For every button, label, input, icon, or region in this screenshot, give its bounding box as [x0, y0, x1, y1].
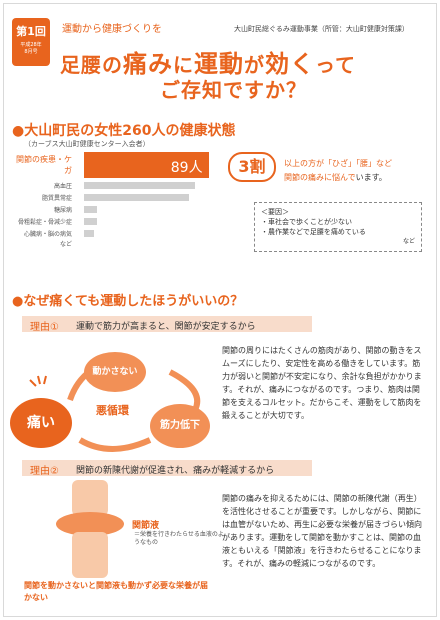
- reason2-bar: [22, 460, 312, 476]
- chart-bar: [84, 194, 189, 201]
- reason2-paragraph: 関節の痛みを抑えるためには、関節の新陳代謝（再生）を活性化させることが重要です。…: [222, 494, 422, 568]
- chart-bar-value: 89人: [170, 160, 203, 176]
- percentage-text-c: います。: [355, 173, 387, 182]
- percentage-text-a: 以上の方が「ひざ」「腰」など: [284, 158, 392, 169]
- chart-bar: 89人: [84, 152, 209, 178]
- reason1-label: 理由①: [30, 322, 59, 333]
- cause-etc: など: [402, 238, 415, 245]
- tibia-shape: [72, 532, 108, 578]
- reason1-bar: [22, 316, 312, 332]
- chart-bar: [84, 206, 97, 213]
- reason1-paragraph: 関節の周りにはたくさんの筋肉があり、関節の動きをスムーズにしたり、安定性を高める…: [222, 346, 422, 420]
- sponsor-text: 大山町民総ぐるみ運動事業（所管：大山町健康対策課）: [234, 25, 409, 33]
- headline-line2: ご存知ですか？: [160, 78, 307, 102]
- headline-g: って: [315, 53, 356, 77]
- chart-category-label: 脂質異常症: [41, 195, 72, 202]
- cause-item-2: ・農作業などで足腰を痛めている: [261, 228, 366, 236]
- cycle-pain: 痛い: [10, 398, 72, 448]
- percentage-text-a-inner: 以上の方が「ひざ」「腰」など: [284, 159, 392, 168]
- reason2-label: 理由②: [30, 466, 59, 477]
- issue-date: 平成28年 8月号: [20, 42, 42, 55]
- chart-bar: [84, 230, 94, 237]
- joint-fluid-label: 関節液: [132, 521, 160, 531]
- cause-item-1: ・車社会で歩くことが少ない: [261, 218, 352, 226]
- health-chart: 関節の疾患・ケガ 89人高血圧脂質異常症糖尿病骨粗鬆症・骨減少症 心臓病・脳の病気な…: [12, 150, 222, 250]
- chart-category-label: 骨粗鬆症・骨減少症: [17, 219, 72, 226]
- joint-fluid-caption: 関節を動かさないと関節液も動かず必要な栄養が届かない: [24, 581, 208, 602]
- headline-b: 痛み: [123, 50, 173, 78]
- headline-line1: 足腰の痛みに運動が効くって: [60, 44, 356, 79]
- joint-fluid-shape: [56, 512, 124, 536]
- issue-badge: 第1回 平成28年 8月号: [12, 18, 50, 66]
- headline-d: 運動: [194, 50, 244, 78]
- knee-joint-illustration: [56, 480, 124, 578]
- headline-a: 足腰の: [60, 53, 123, 77]
- percentage-text-b: 関節の痛みに悩んでいます。: [284, 172, 387, 183]
- tagline: 運動から健康づくりを: [62, 24, 162, 35]
- headline-e: が: [244, 53, 265, 77]
- section2-title: ●なぜ痛くても運動したほうがいいの？: [12, 294, 244, 309]
- cause-title: ＜要因＞: [261, 208, 289, 216]
- cycle-vicious-circle: 悪循環: [96, 404, 129, 417]
- reason1-text: 運動で筋力が高まると、関節が安定するから: [76, 322, 256, 332]
- percentage-badge: 3割: [228, 152, 276, 182]
- chart-bar: [84, 218, 97, 225]
- joint-fluid-note: ＝栄養を行きわたらせる血液のようなもの: [134, 531, 224, 546]
- headline-c: に: [173, 53, 194, 77]
- percentage-text-b-highlight: 関節の痛みに悩んで: [284, 173, 356, 182]
- chart-category-label: 心臓病・脳の病気: [23, 231, 72, 238]
- section1-title: ●大山町民の女性260人の健康状態: [12, 123, 236, 139]
- cycle-no-move: 動かさない: [84, 352, 146, 392]
- chart-category-label: 関節の疾患・ケガ: [16, 155, 72, 175]
- section1-subtitle: （カーブス大山町健康センター入会者）: [24, 140, 150, 148]
- chart-category-label: 糖尿病: [53, 207, 72, 214]
- pain-mark-icon: [29, 375, 47, 387]
- reason2-text: 関節の新陳代謝が促進され、痛みが軽減するから: [76, 466, 275, 476]
- cause-box: ＜要因＞ ・車社会で歩くことが少ない ・農作業などで足腰を痛めている など: [254, 202, 422, 252]
- issue-number: 第1回: [16, 25, 46, 38]
- page-frame: [3, 3, 437, 617]
- cycle-muscle-loss: 筋力低下: [150, 404, 210, 448]
- chart-category-label: など: [59, 241, 72, 248]
- chart-bar: [84, 182, 195, 189]
- femur-shape: [72, 480, 108, 516]
- headline-f: 効く: [265, 50, 315, 78]
- chart-category-label: 高血圧: [53, 183, 72, 190]
- cycle-arrow-3: [78, 437, 152, 452]
